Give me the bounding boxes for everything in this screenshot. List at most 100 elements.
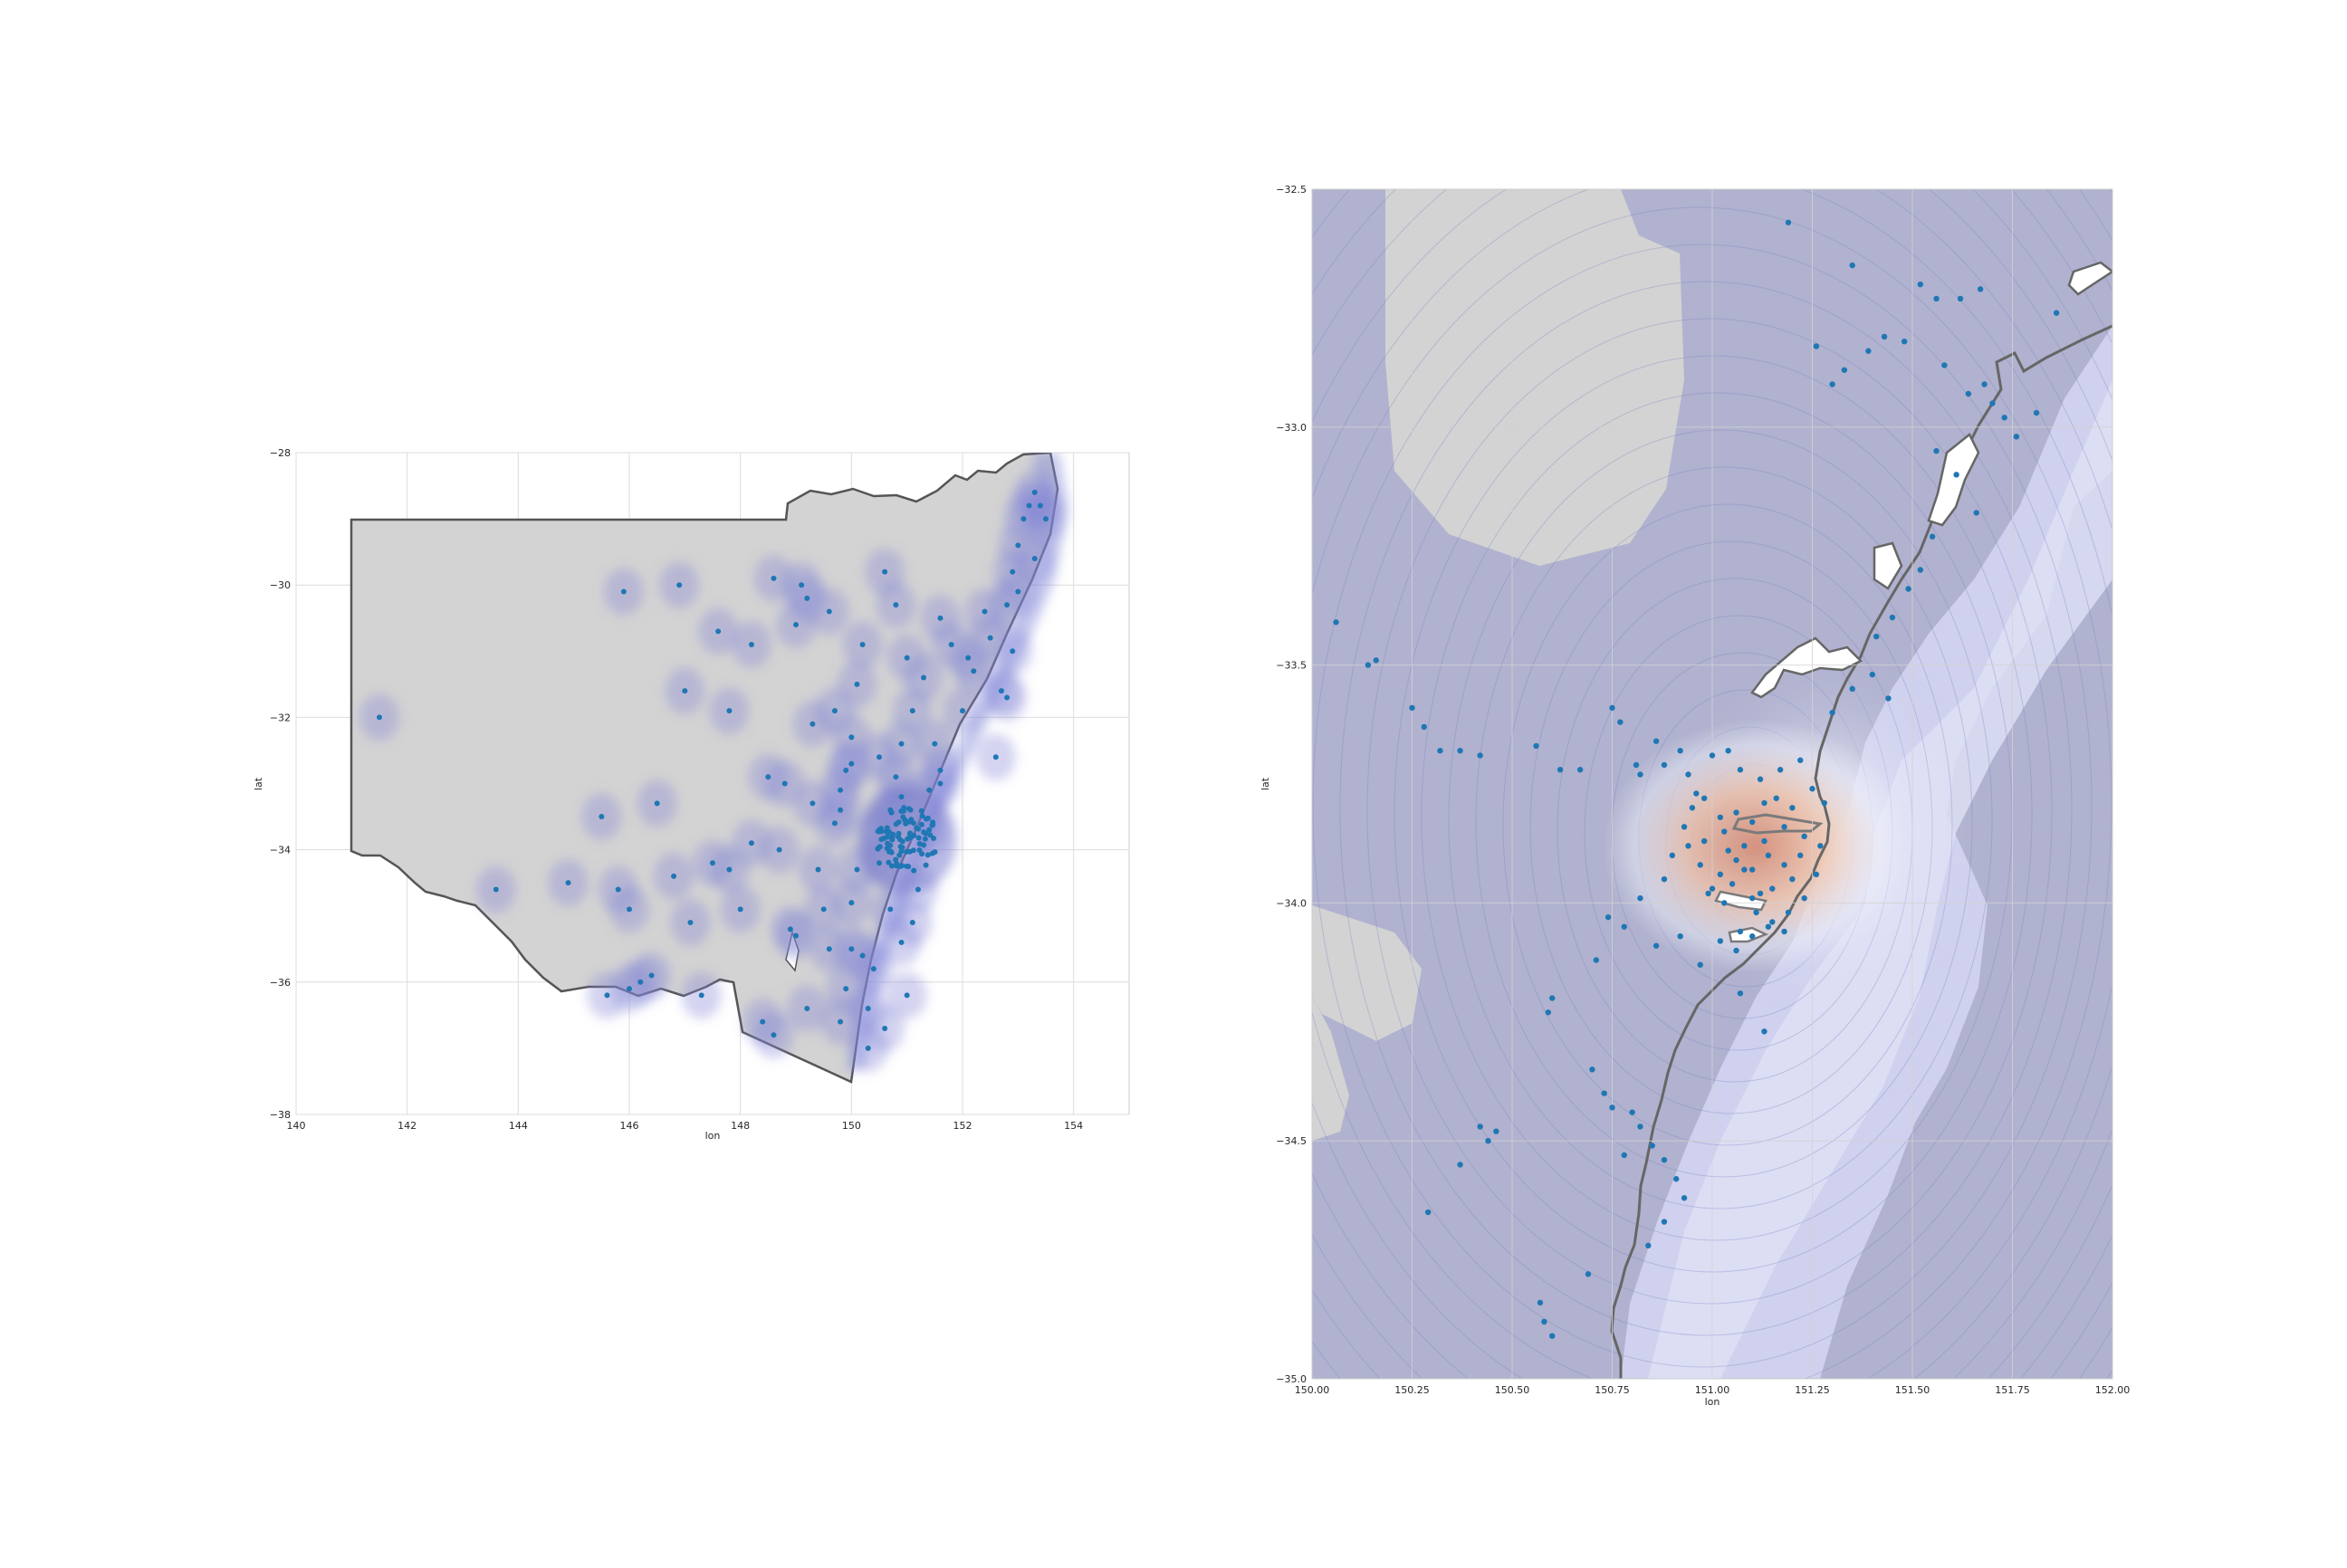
data-point bbox=[1773, 795, 1779, 801]
estuary-hawkesbury bbox=[1750, 636, 1863, 699]
right-xlabel: lon bbox=[1705, 1396, 1720, 1408]
data-point bbox=[1697, 961, 1703, 968]
data-point bbox=[1873, 633, 1880, 640]
data-point bbox=[854, 681, 860, 687]
data-point bbox=[1493, 1128, 1499, 1134]
data-point bbox=[377, 714, 382, 721]
data-point bbox=[687, 920, 694, 926]
data-point bbox=[896, 837, 903, 843]
data-point bbox=[971, 668, 977, 674]
data-point bbox=[1981, 381, 1988, 387]
data-point bbox=[1749, 818, 1756, 826]
data-point bbox=[854, 866, 860, 873]
right-gridlines bbox=[1312, 189, 2112, 1379]
data-point bbox=[637, 979, 644, 985]
data-point bbox=[1685, 771, 1691, 778]
data-point bbox=[1737, 990, 1744, 997]
data-point bbox=[1424, 1209, 1432, 1216]
estuary-port-stephens bbox=[2067, 261, 2112, 296]
data-point bbox=[1729, 881, 1736, 887]
data-point bbox=[1437, 748, 1443, 754]
data-point bbox=[921, 674, 927, 681]
data-point bbox=[1721, 900, 1728, 906]
data-point bbox=[885, 834, 891, 840]
data-point bbox=[1037, 502, 1043, 509]
data-point bbox=[771, 575, 777, 581]
data-point bbox=[888, 809, 895, 816]
data-point bbox=[1733, 856, 1739, 864]
data-point bbox=[926, 827, 933, 833]
data-point bbox=[604, 992, 610, 999]
data-point bbox=[1781, 824, 1787, 830]
data-point bbox=[1585, 1271, 1592, 1277]
kde-contour-line bbox=[1394, 355, 2033, 1273]
data-point bbox=[1010, 648, 1016, 655]
data-point bbox=[1681, 824, 1688, 830]
xtick-label: 150 bbox=[842, 1120, 861, 1132]
data-point bbox=[2053, 310, 2060, 316]
data-point bbox=[875, 846, 881, 852]
data-point bbox=[859, 641, 866, 647]
data-point bbox=[1765, 923, 1772, 930]
data-point bbox=[1605, 913, 1612, 921]
data-point bbox=[1965, 390, 1972, 397]
data-point bbox=[1737, 928, 1744, 935]
data-point bbox=[1004, 694, 1011, 701]
data-point bbox=[1549, 1333, 1556, 1339]
ytick-label: −34.0 bbox=[1276, 897, 1307, 909]
data-point bbox=[911, 832, 917, 838]
data-point bbox=[1637, 894, 1643, 902]
data-point bbox=[1621, 923, 1627, 930]
data-point bbox=[901, 805, 907, 811]
data-point bbox=[879, 828, 886, 835]
data-point bbox=[909, 920, 915, 926]
data-point bbox=[886, 829, 893, 836]
data-point bbox=[1031, 555, 1038, 561]
data-point bbox=[914, 825, 920, 831]
data-point bbox=[1721, 828, 1728, 835]
data-point bbox=[848, 900, 855, 906]
data-point bbox=[1681, 1195, 1688, 1201]
left-xlabel: lon bbox=[705, 1130, 721, 1142]
data-point bbox=[982, 608, 988, 615]
data-point bbox=[1673, 1176, 1680, 1182]
right-plot-frame bbox=[1311, 188, 2113, 1380]
xtick-label: 152.00 bbox=[2095, 1384, 2131, 1396]
data-point bbox=[893, 774, 899, 780]
xtick-label: 151.50 bbox=[1895, 1384, 1930, 1396]
data-point bbox=[907, 807, 914, 813]
data-point bbox=[765, 774, 771, 780]
data-point bbox=[1015, 542, 1021, 549]
data-point bbox=[948, 641, 954, 647]
data-point bbox=[1741, 866, 1748, 873]
data-point bbox=[885, 840, 891, 846]
data-point bbox=[1717, 814, 1724, 820]
data-point bbox=[1749, 866, 1756, 873]
estuary-port-jackson bbox=[1731, 813, 1824, 835]
data-point bbox=[1693, 790, 1700, 797]
data-point bbox=[1933, 295, 1940, 302]
data-point bbox=[1031, 489, 1038, 495]
xtick-label: 146 bbox=[620, 1120, 639, 1132]
land-north-west bbox=[1385, 189, 1684, 566]
data-point bbox=[1973, 510, 1979, 516]
data-point bbox=[1457, 1162, 1463, 1168]
ytick-label: −33.0 bbox=[1276, 422, 1307, 434]
data-point bbox=[905, 818, 912, 825]
data-point bbox=[1749, 932, 1756, 940]
data-point bbox=[1781, 862, 1787, 868]
data-point bbox=[960, 708, 965, 714]
data-point bbox=[1629, 1109, 1635, 1115]
xtick-label: 148 bbox=[731, 1120, 750, 1132]
xtick-label: 150.00 bbox=[1295, 1384, 1330, 1396]
data-point bbox=[921, 842, 927, 848]
data-point bbox=[919, 813, 925, 819]
data-point bbox=[1709, 752, 1716, 759]
data-point bbox=[748, 641, 754, 647]
data-point bbox=[620, 588, 627, 595]
data-point bbox=[1593, 957, 1600, 963]
data-point bbox=[809, 800, 816, 807]
data-point bbox=[781, 780, 788, 787]
data-point bbox=[2013, 434, 2020, 440]
